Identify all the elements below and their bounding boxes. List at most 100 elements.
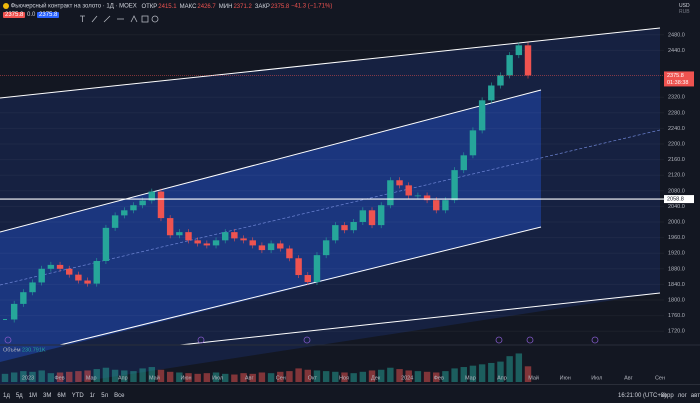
channel-line[interactable] [59, 226, 542, 346]
event-marker[interactable] [591, 336, 599, 344]
bid[interactable]: 2375.8 [3, 12, 26, 18]
scale-option[interactable]: лог [677, 393, 687, 399]
candle [20, 292, 27, 304]
range-button[interactable]: 6М [57, 393, 66, 399]
candle [359, 210, 367, 222]
range-button[interactable]: 1г [89, 393, 96, 399]
x-tick-label: Апр [497, 375, 507, 381]
event-marker[interactable] [4, 336, 12, 344]
volume-bar [277, 371, 284, 382]
path-tool[interactable] [130, 15, 138, 23]
y-tick-label: 1840.0 [668, 282, 685, 288]
candle [231, 232, 238, 239]
scale-option[interactable]: корр [661, 393, 674, 399]
volume-bar [515, 353, 523, 382]
candle [478, 100, 486, 131]
candle [221, 232, 229, 241]
x-tick-label: Сен [655, 375, 665, 381]
y-tick-label: 2160.0 [668, 157, 685, 163]
volume-bar [66, 371, 73, 382]
volume-bar [451, 368, 458, 382]
range-button[interactable]: 3М [43, 393, 52, 399]
channel-line[interactable] [0, 27, 661, 99]
line-tool[interactable] [103, 15, 111, 23]
change: −41.3 (−1.71%) [290, 3, 333, 10]
candle [515, 45, 523, 56]
volume-bar [231, 374, 238, 382]
volume-bar [221, 373, 229, 382]
ohlc-label: МАКС [179, 3, 197, 10]
ohlc-value: 2371.2 [233, 3, 252, 10]
candle [38, 268, 45, 283]
candle [121, 210, 128, 216]
candle [203, 243, 211, 246]
event-marker[interactable] [495, 336, 503, 344]
y-tick-label: 1960.0 [668, 235, 685, 241]
candle [56, 264, 64, 269]
x-tick-label: Дек [371, 375, 381, 381]
range-button[interactable]: 1д [3, 393, 10, 399]
y-tick-label: 2280.0 [668, 110, 685, 116]
ohlc-label: МИН [218, 3, 233, 10]
candle [414, 195, 422, 197]
y-tick-label: 2080.0 [668, 188, 685, 194]
candle [304, 275, 312, 283]
volume-bar [212, 372, 220, 382]
volume-bar [322, 371, 330, 382]
channel-line[interactable] [179, 292, 661, 346]
range-button[interactable]: 5л [101, 393, 109, 399]
candle [75, 274, 82, 281]
symbol-title[interactable]: Фьючерсный контракт на золото · 1Д · MOE… [10, 3, 137, 10]
ohlc: ОТКР2415.1 МАКС2426.7 МИН2371.2 ЗАКР2375.8 [138, 4, 289, 10]
chart: Объём 230.791K 1720.0 1760.0 1800.0 1840.0 1… [0, 22, 700, 384]
range-button[interactable]: 1М [28, 393, 38, 399]
inner-channel [0, 90, 541, 362]
range-button[interactable]: 5д [15, 393, 23, 399]
y-tick-label: 1880.0 [668, 266, 685, 272]
x-tick-label: Мар [465, 375, 476, 381]
candle [377, 205, 385, 226]
y-tick-label: 2040.0 [668, 204, 685, 210]
x-tick-label: 2024 [401, 375, 413, 381]
volume-bar [478, 364, 486, 382]
brush-tool[interactable] [91, 15, 98, 23]
candle [249, 240, 256, 246]
ohlc-value: 2375.8 [270, 3, 290, 10]
volume-bar [304, 369, 312, 382]
event-marker[interactable] [526, 336, 534, 344]
volume-bar [47, 373, 55, 382]
range-button[interactable]: Все [114, 393, 125, 399]
candle [332, 225, 339, 241]
volume-bar [433, 372, 440, 382]
currency[interactable]: USD RUB [679, 3, 690, 15]
candle [433, 200, 440, 211]
candle [442, 200, 449, 211]
rect-tool[interactable] [141, 15, 149, 23]
event-marker[interactable] [197, 336, 205, 344]
range-button[interactable]: YTD [71, 393, 84, 399]
volume-bar [295, 368, 302, 382]
candle [84, 280, 91, 284]
scale-option[interactable]: авто [690, 393, 700, 399]
candle [157, 191, 165, 219]
candle [322, 240, 330, 256]
x-tick-label: Авг [245, 375, 254, 381]
volume-bar [10, 372, 18, 382]
outer-channel [0, 28, 660, 384]
volume-bar [359, 371, 367, 382]
volume-bar [423, 371, 431, 382]
ellipse-tool[interactable] [151, 15, 159, 23]
candle [469, 130, 477, 156]
y-tick-label: 2440.0 [668, 48, 685, 54]
candle [286, 248, 293, 259]
ask[interactable]: 2375.8 [37, 12, 60, 18]
quote-row: 2375.8 0.0 2375.8 [3, 12, 60, 18]
channel-line[interactable] [0, 89, 542, 233]
volume-bar [93, 369, 100, 382]
x-tick-label: Фев [434, 375, 444, 381]
candle [313, 255, 321, 283]
text-tool[interactable] [80, 15, 85, 22]
event-marker[interactable] [303, 336, 311, 344]
candle [130, 205, 137, 211]
candle [102, 227, 110, 261]
